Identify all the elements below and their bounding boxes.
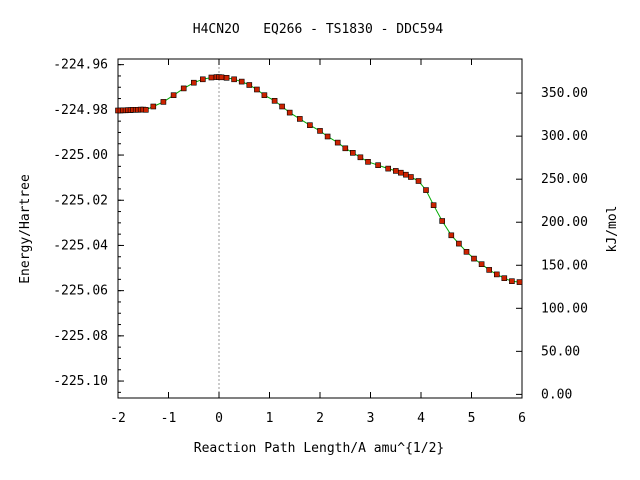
data-point	[231, 76, 237, 83]
chart-title: H4CN2O EQ266 - TS1830 - DDC594	[193, 22, 444, 37]
y2-axis-label: kJ/mol	[605, 206, 620, 253]
data-point	[365, 159, 371, 165]
data-point	[486, 267, 493, 273]
data-point	[375, 162, 381, 168]
y-tick-label: -224.96	[53, 58, 108, 73]
y-axis-label: Energy/Hartree	[18, 174, 33, 284]
data-point	[430, 202, 437, 208]
y2-tick-label: 150.00	[541, 258, 588, 273]
y2-tick-label: 300.00	[541, 129, 588, 144]
data-point	[208, 74, 215, 81]
y-tick-label: -225.10	[53, 374, 108, 389]
x-tick-label: 2	[316, 411, 324, 426]
data-point	[448, 232, 455, 239]
x-tick-label: 4	[417, 411, 425, 426]
data-point	[334, 139, 341, 146]
data-point	[408, 174, 414, 180]
x-tick-label: -1	[161, 411, 177, 426]
y2-tick-label: 200.00	[541, 215, 588, 230]
data-point	[342, 145, 349, 152]
data-point	[160, 99, 167, 105]
y-tick-label: -225.00	[53, 148, 108, 163]
x-tick-label: 5	[468, 411, 476, 426]
data-point	[200, 76, 206, 83]
y2-tick-label: 350.00	[541, 86, 588, 101]
data-point	[223, 75, 230, 81]
series-layer	[118, 76, 520, 283]
x-axis-label: Reaction Path Length/A amu^{1/2}	[194, 441, 444, 456]
marker-layer	[115, 74, 523, 285]
data-point	[493, 271, 500, 278]
data-point	[261, 92, 268, 98]
y-tick-label: -224.98	[53, 103, 108, 118]
data-point	[357, 154, 364, 161]
series-line	[118, 76, 520, 283]
y2-tick-label: 50.00	[541, 344, 580, 359]
data-point	[403, 171, 409, 178]
data-point	[150, 103, 157, 110]
data-point	[271, 98, 278, 104]
x-tick-label: 6	[518, 411, 526, 426]
y-axis-right: 350.00 300.00 250.00 200.00 150.00 100.00 50.0…	[516, 86, 588, 402]
data-point	[191, 79, 197, 86]
x-tick-label: 3	[367, 411, 375, 426]
data-point	[238, 78, 245, 85]
data-point	[463, 249, 470, 255]
data-point	[392, 168, 399, 174]
data-point	[516, 279, 523, 285]
data-point	[509, 278, 515, 285]
data-point	[423, 187, 429, 193]
x-axis: -2 -1 0 1 2 3 4 5 6	[110, 59, 526, 426]
x-tick-label: -2	[110, 411, 126, 426]
data-point	[471, 255, 477, 262]
data-point	[286, 109, 293, 116]
data-point	[317, 128, 323, 134]
y2-tick-label: 0.00	[541, 387, 572, 402]
data-point	[397, 169, 404, 176]
y-tick-label: -225.04	[53, 238, 108, 253]
data-point	[143, 107, 149, 113]
data-point	[324, 133, 331, 140]
y-axis-left: -224.96 -224.98 -225.00 -225.02 -225.04 -225.…	[53, 58, 124, 393]
data-point	[180, 85, 187, 92]
data-point	[478, 261, 485, 268]
data-point	[415, 178, 422, 184]
x-tick-label: 1	[266, 411, 274, 426]
y2-tick-label: 100.00	[541, 301, 588, 316]
data-point	[439, 218, 446, 224]
data-point	[307, 122, 313, 128]
data-point	[279, 103, 285, 110]
data-point	[296, 116, 303, 122]
data-point	[501, 275, 508, 282]
data-point	[170, 92, 177, 98]
y-tick-label: -225.02	[53, 193, 108, 208]
x-tick-label: 0	[215, 411, 223, 426]
plot-frame	[117, 58, 523, 399]
data-point	[385, 165, 392, 172]
data-point	[349, 150, 356, 156]
y-tick-label: -225.08	[53, 329, 108, 344]
data-point	[456, 240, 462, 247]
data-point	[246, 82, 253, 88]
data-point	[218, 74, 225, 81]
y-tick-label: -225.06	[53, 284, 108, 299]
y2-tick-label: 250.00	[541, 172, 588, 187]
data-point	[254, 86, 260, 93]
